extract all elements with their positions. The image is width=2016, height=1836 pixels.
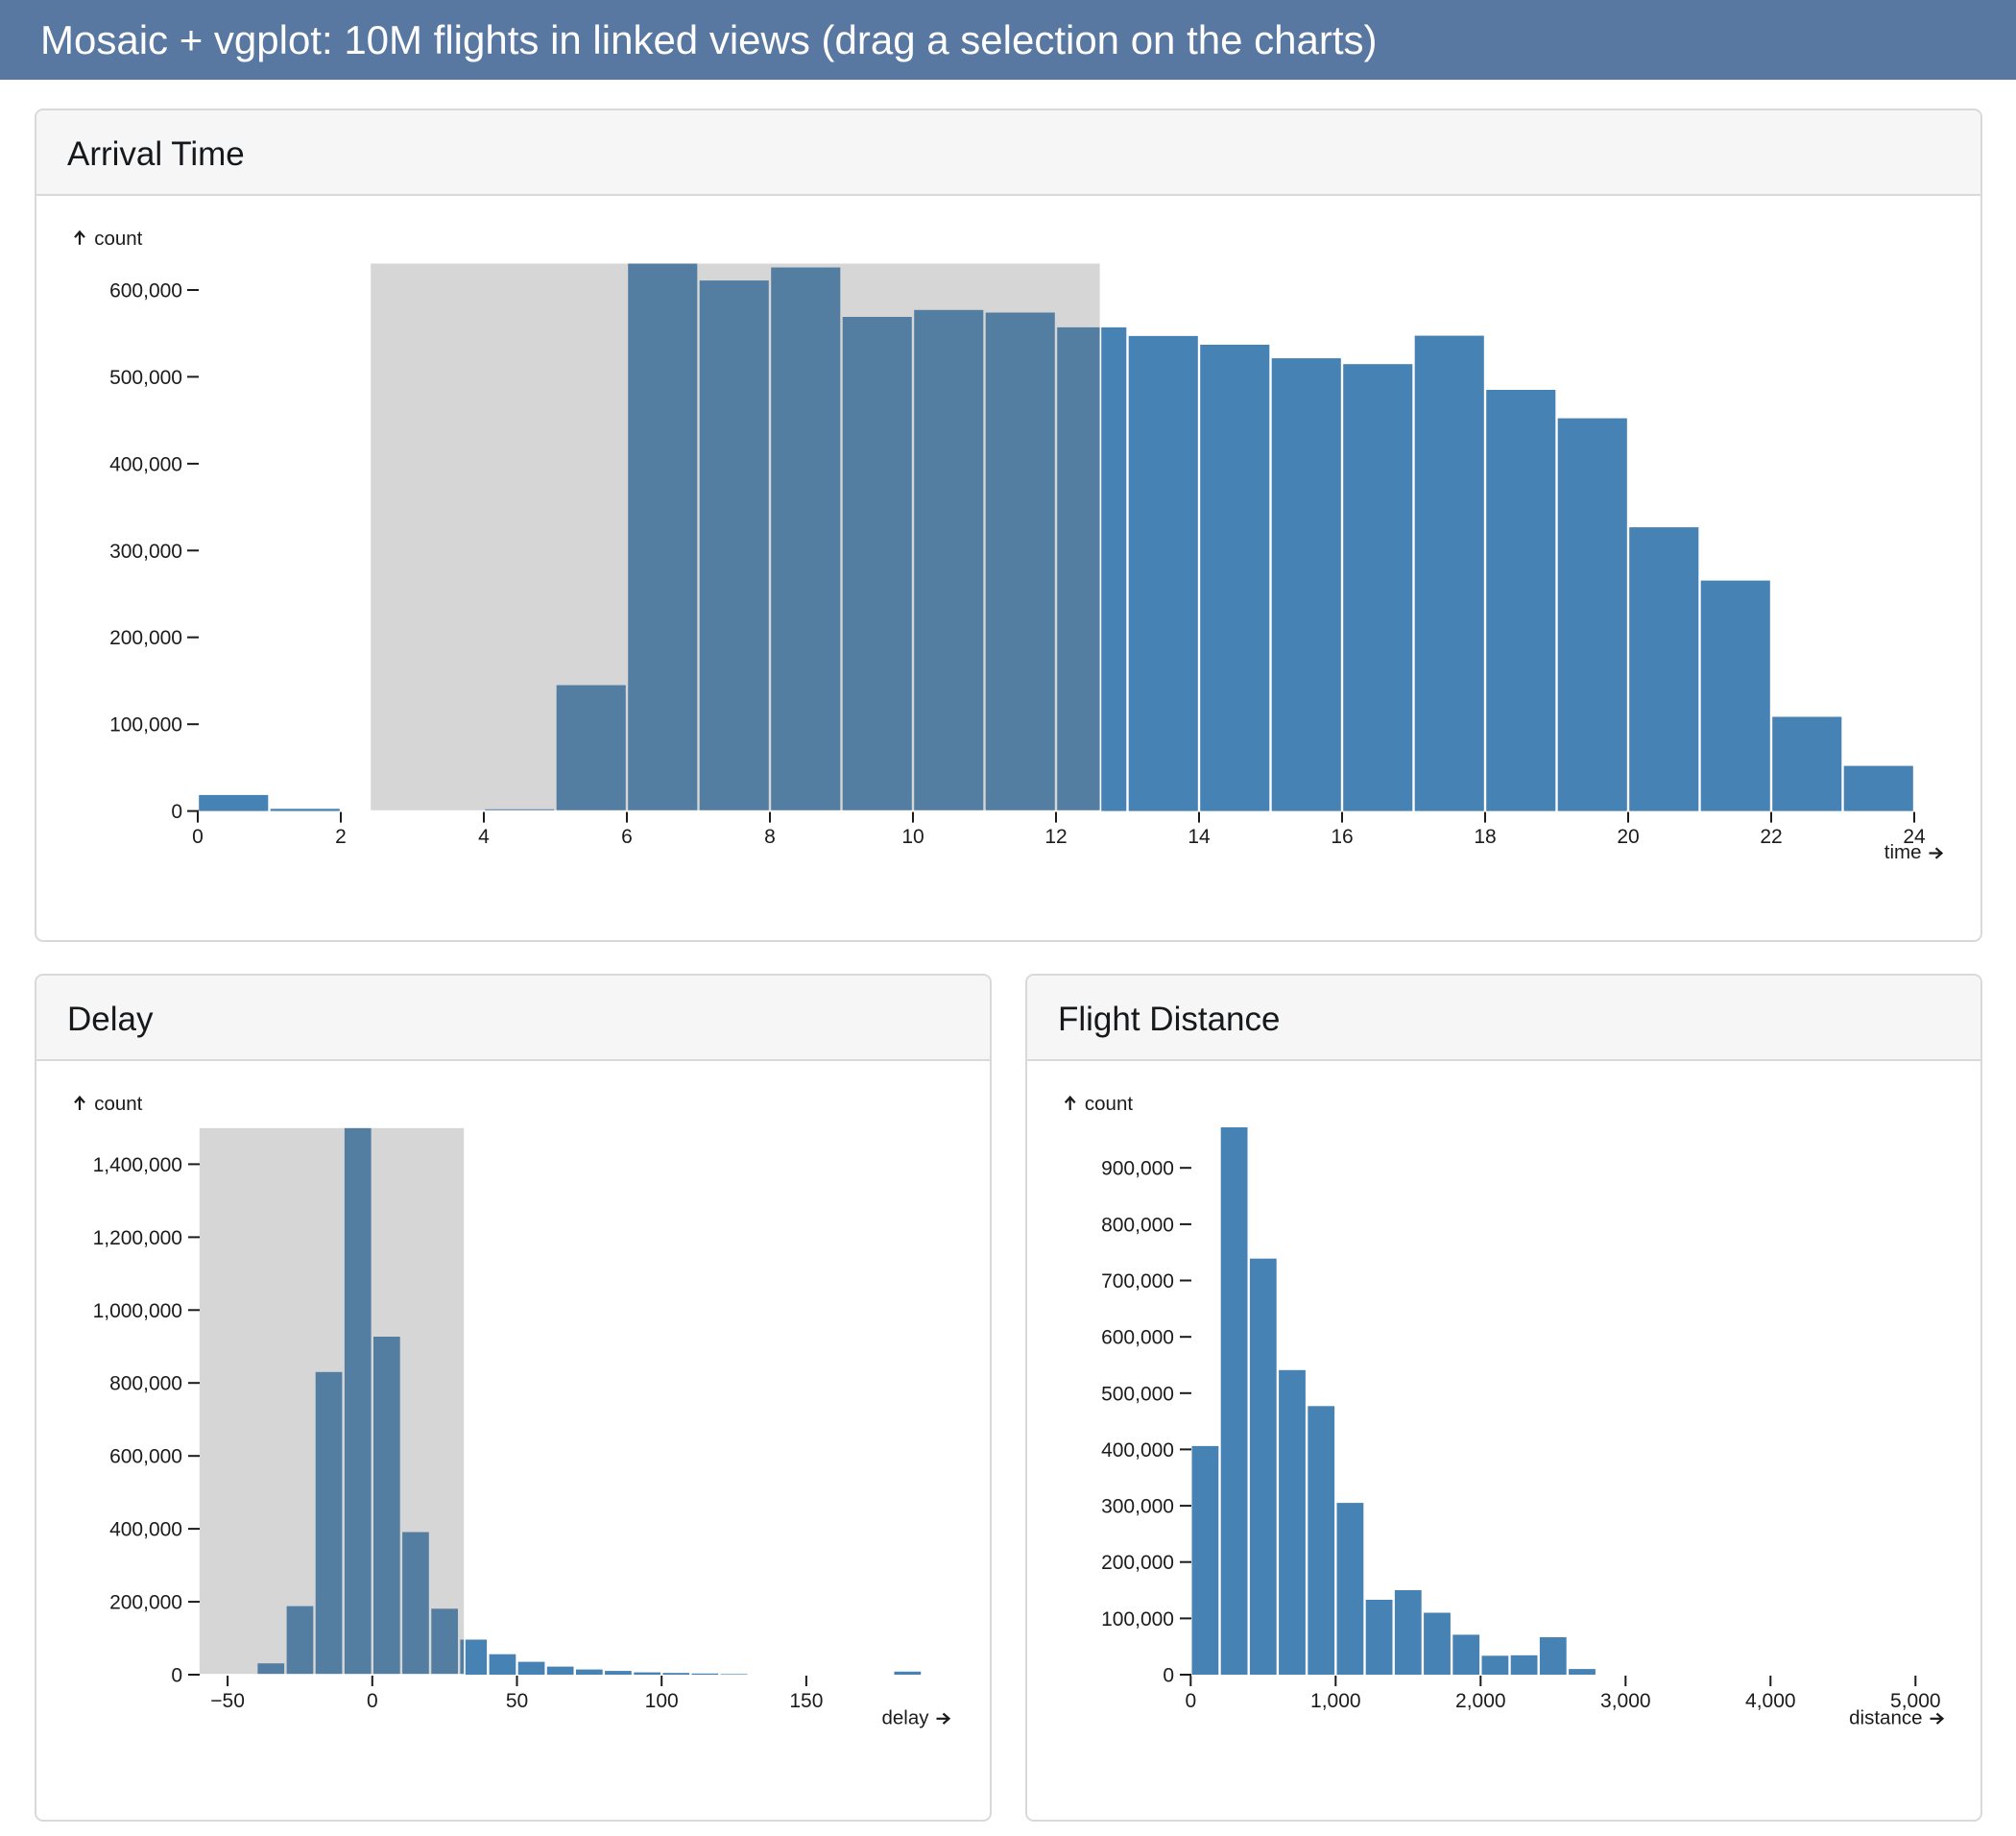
svg-text:200,000: 200,000 xyxy=(1101,1552,1174,1574)
svg-text:−50: −50 xyxy=(210,1690,245,1712)
svg-text:4,000: 4,000 xyxy=(1745,1690,1796,1712)
svg-text:count: count xyxy=(1085,1093,1133,1115)
svg-text:0: 0 xyxy=(1163,1665,1174,1687)
svg-text:1,200,000: 1,200,000 xyxy=(93,1227,182,1249)
svg-text:6: 6 xyxy=(621,826,633,848)
svg-text:500,000: 500,000 xyxy=(109,367,182,389)
svg-text:0: 0 xyxy=(1185,1690,1196,1712)
svg-text:14: 14 xyxy=(1188,826,1211,848)
svg-text:count: count xyxy=(94,228,142,250)
svg-text:count: count xyxy=(94,1093,142,1115)
svg-text:800,000: 800,000 xyxy=(109,1373,182,1395)
svg-text:600,000: 600,000 xyxy=(109,280,182,302)
svg-text:5,000: 5,000 xyxy=(1890,1690,1941,1712)
svg-text:3,000: 3,000 xyxy=(1600,1690,1651,1712)
svg-text:0: 0 xyxy=(192,826,204,848)
svg-text:200,000: 200,000 xyxy=(109,1592,182,1614)
svg-text:900,000: 900,000 xyxy=(1101,1158,1174,1180)
svg-text:50: 50 xyxy=(506,1690,528,1712)
svg-text:100: 100 xyxy=(645,1690,679,1712)
svg-text:8: 8 xyxy=(764,826,776,848)
svg-text:600,000: 600,000 xyxy=(109,1446,182,1468)
svg-text:24: 24 xyxy=(1903,826,1926,848)
svg-text:distance: distance xyxy=(1849,1707,1922,1729)
svg-text:400,000: 400,000 xyxy=(109,453,182,475)
svg-text:600,000: 600,000 xyxy=(1101,1327,1174,1349)
svg-text:1,000,000: 1,000,000 xyxy=(93,1300,182,1322)
svg-text:20: 20 xyxy=(1617,826,1639,848)
svg-text:200,000: 200,000 xyxy=(109,627,182,649)
svg-text:800,000: 800,000 xyxy=(1101,1214,1174,1236)
svg-text:time: time xyxy=(1884,841,1922,863)
svg-text:10: 10 xyxy=(901,826,924,848)
svg-text:500,000: 500,000 xyxy=(1101,1383,1174,1405)
svg-text:400,000: 400,000 xyxy=(109,1519,182,1541)
svg-text:0: 0 xyxy=(171,1665,182,1687)
svg-text:2,000: 2,000 xyxy=(1455,1690,1506,1712)
svg-text:22: 22 xyxy=(1760,826,1782,848)
svg-text:4: 4 xyxy=(478,826,490,848)
svg-text:400,000: 400,000 xyxy=(1101,1439,1174,1462)
svg-text:18: 18 xyxy=(1474,826,1496,848)
svg-text:1,000: 1,000 xyxy=(1310,1690,1361,1712)
svg-text:100,000: 100,000 xyxy=(1101,1608,1174,1631)
svg-text:0: 0 xyxy=(171,801,182,823)
svg-text:100,000: 100,000 xyxy=(109,714,182,737)
svg-text:16: 16 xyxy=(1331,826,1353,848)
svg-text:1,400,000: 1,400,000 xyxy=(93,1154,182,1176)
svg-text:700,000: 700,000 xyxy=(1101,1270,1174,1292)
svg-text:150: 150 xyxy=(789,1690,823,1712)
svg-text:300,000: 300,000 xyxy=(1101,1496,1174,1518)
svg-text:0: 0 xyxy=(367,1690,378,1712)
svg-text:delay: delay xyxy=(881,1707,929,1729)
svg-text:300,000: 300,000 xyxy=(109,541,182,563)
svg-text:12: 12 xyxy=(1044,826,1067,848)
svg-text:2: 2 xyxy=(335,826,347,848)
